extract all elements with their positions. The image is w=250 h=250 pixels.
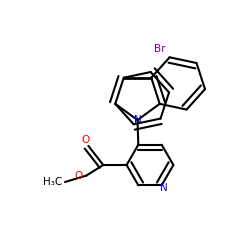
Text: O: O: [74, 170, 82, 180]
Text: N: N: [134, 115, 141, 125]
Text: Br: Br: [154, 44, 166, 54]
Text: H₃C: H₃C: [43, 177, 62, 187]
Text: O: O: [82, 134, 90, 144]
Text: N: N: [160, 183, 168, 193]
